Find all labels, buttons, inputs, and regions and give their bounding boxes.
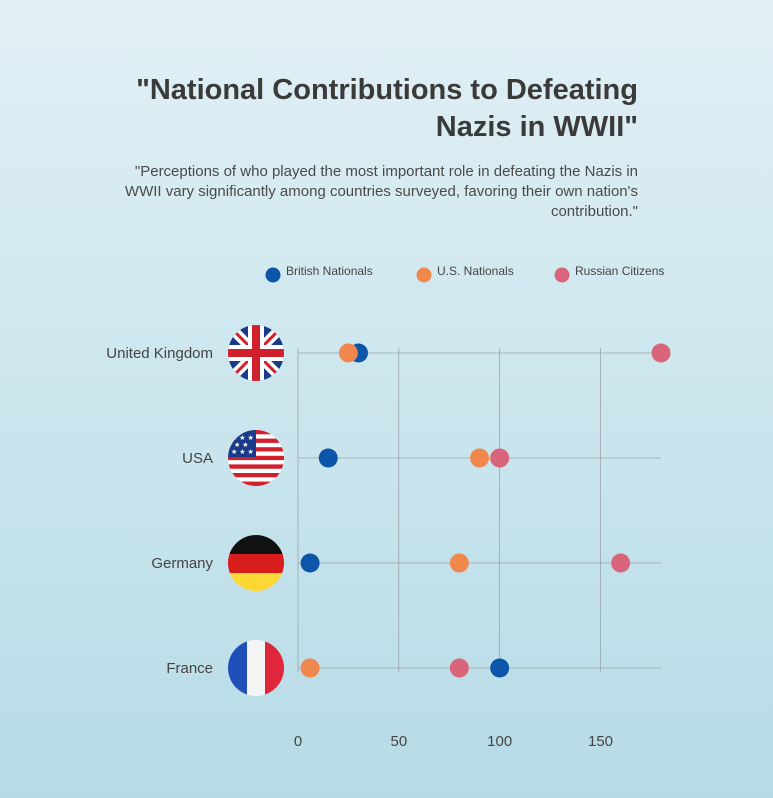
category-labels: United Kingdom USA Germany France <box>106 345 213 677</box>
data-point <box>490 658 510 678</box>
data-points <box>300 343 671 678</box>
chart-title: "National Contributions to Defeating Naz… <box>136 74 638 143</box>
svg-text:★ ★ ★: ★ ★ ★ <box>231 448 254 456</box>
data-point <box>490 448 510 468</box>
legend-marker <box>554 267 570 283</box>
svg-text:★ ★: ★ ★ <box>234 441 249 449</box>
germany-flag-icon <box>228 535 284 591</box>
x-axis-ticks: 0 50 100 150 <box>294 733 613 750</box>
legend-label: U.S. Nationals <box>437 264 514 278</box>
data-point <box>300 553 320 573</box>
category-label: USA <box>182 450 213 467</box>
data-point <box>300 658 320 678</box>
x-tick-label: 150 <box>588 733 613 750</box>
svg-text:★ ★ ★: ★ ★ ★ <box>231 434 254 442</box>
data-point <box>318 448 338 468</box>
x-tick-label: 0 <box>294 733 302 750</box>
category-label: France <box>166 660 213 677</box>
legend-marker <box>416 267 432 283</box>
row-lines <box>298 352 661 669</box>
data-point <box>449 658 469 678</box>
data-point <box>338 343 358 363</box>
category-label: Germany <box>151 555 213 572</box>
category-label: United Kingdom <box>106 345 213 362</box>
data-point <box>611 553 631 573</box>
france-flag-icon <box>228 640 284 696</box>
legend-label: British Nationals <box>286 264 373 278</box>
usa-flag-icon: ★ ★ ★ ★ ★ ★ ★ ★ <box>228 430 284 486</box>
x-tick-label: 100 <box>487 733 512 750</box>
uk-flag-icon <box>228 325 284 381</box>
data-point <box>470 448 489 468</box>
x-tick-label: 50 <box>390 733 407 750</box>
chart-subtitle: "Perceptions of who played the most impo… <box>124 163 638 220</box>
data-point <box>449 553 469 573</box>
legend: British Nationals U.S. Nationals Russian C… <box>265 264 664 283</box>
legend-marker <box>265 267 281 283</box>
legend-label: Russian Citizens <box>575 264 664 278</box>
data-point <box>651 343 671 363</box>
grid-lines <box>297 348 601 672</box>
